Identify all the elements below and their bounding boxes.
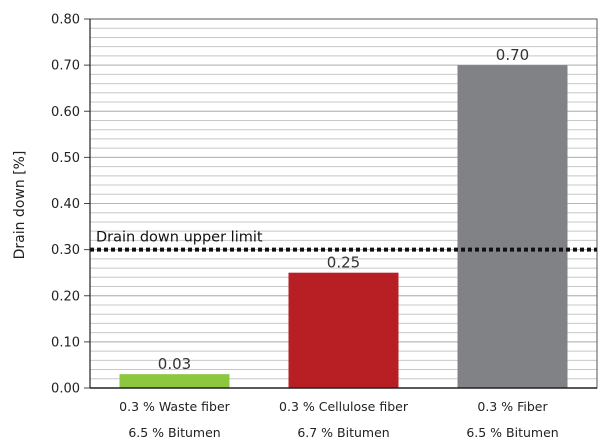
y-tick-label: 0.40	[51, 197, 80, 212]
y-tick-label: 0.80	[51, 13, 80, 28]
y-tick-label: 0.20	[51, 289, 80, 304]
y-tick-label: 0.00	[51, 382, 80, 397]
x-category-label: 6.5 % Bitumen	[466, 425, 558, 439]
y-tick-label: 0.10	[51, 335, 80, 350]
x-category-label: 6.5 % Bitumen	[128, 425, 220, 439]
y-axis-title: Drain down [%]	[12, 151, 28, 260]
bar-value-label: 0.70	[496, 46, 529, 64]
y-tick-label: 0.70	[51, 59, 80, 74]
x-category-label: 0.3 % Fiber	[477, 399, 548, 414]
y-tick-label: 0.60	[51, 105, 80, 120]
plot-frame	[84, 18, 598, 389]
bars	[119, 65, 568, 388]
x-category-label: 6.7 % Bitumen	[297, 425, 389, 439]
bar	[288, 272, 399, 388]
bar-value-label: 0.25	[327, 254, 360, 272]
reference-line-label: Drain down upper limit	[96, 230, 263, 246]
y-tick-label: 0.30	[51, 243, 80, 258]
labels: 0.00 0.10 0.20 0.30 0.40 0.50 0.60 0.70 0.80 0.03…	[51, 13, 559, 441]
y-tick-label: 0.50	[51, 151, 80, 166]
x-category-label: 0.3 % Waste fiber	[119, 399, 230, 414]
x-category-label: 0.3 % Cellulose fiber	[279, 399, 409, 414]
bar	[457, 65, 568, 388]
bar-value-label: 0.03	[158, 355, 191, 373]
bar	[119, 374, 230, 388]
